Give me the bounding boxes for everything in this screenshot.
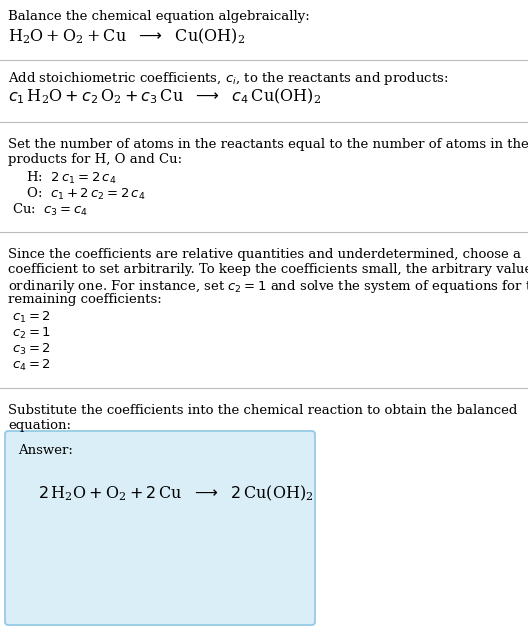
Text: Answer:: Answer: — [18, 444, 73, 457]
Text: $c_3 = 2$: $c_3 = 2$ — [12, 342, 51, 357]
Text: remaining coefficients:: remaining coefficients: — [8, 293, 162, 306]
Text: Substitute the coefficients into the chemical reaction to obtain the balanced: Substitute the coefficients into the che… — [8, 404, 517, 417]
Text: $c_4 = 2$: $c_4 = 2$ — [12, 358, 51, 373]
Text: $c_2 = 1$: $c_2 = 1$ — [12, 326, 51, 341]
Text: Set the number of atoms in the reactants equal to the number of atoms in the: Set the number of atoms in the reactants… — [8, 138, 528, 151]
Text: coefficient to set arbitrarily. To keep the coefficients small, the arbitrary va: coefficient to set arbitrarily. To keep … — [8, 263, 528, 276]
Text: $c_1\,\mathdefault{H_2O} + c_2\,\mathdefault{O_2} + c_3\,\mathdefault{Cu}$  $\lo: $c_1\,\mathdefault{H_2O} + c_2\,\mathdef… — [8, 87, 321, 106]
FancyBboxPatch shape — [5, 431, 315, 625]
Text: $c_1 = 2$: $c_1 = 2$ — [12, 310, 51, 325]
Text: H:  $2\,c_1 = 2\,c_4$: H: $2\,c_1 = 2\,c_4$ — [18, 170, 117, 186]
Text: ordinarily one. For instance, set $c_2 = 1$ and solve the system of equations fo: ordinarily one. For instance, set $c_2 =… — [8, 278, 528, 295]
Text: Balance the chemical equation algebraically:: Balance the chemical equation algebraica… — [8, 10, 310, 23]
Text: Cu:  $c_3 = c_4$: Cu: $c_3 = c_4$ — [12, 202, 88, 218]
Text: equation:: equation: — [8, 419, 71, 432]
Text: Add stoichiometric coefficients, $c_i$, to the reactants and products:: Add stoichiometric coefficients, $c_i$, … — [8, 70, 448, 87]
Text: products for H, O and Cu:: products for H, O and Cu: — [8, 153, 182, 166]
Text: Since the coefficients are relative quantities and underdetermined, choose a: Since the coefficients are relative quan… — [8, 248, 521, 261]
Text: $\mathdefault{H_2O + O_2 + Cu}$  $\longrightarrow$  $\mathdefault{Cu(OH)_2}$: $\mathdefault{H_2O + O_2 + Cu}$ $\longri… — [8, 27, 246, 46]
Text: $2\,\mathdefault{H_2O} + \mathdefault{O_2} + 2\,\mathdefault{Cu}$  $\longrightar: $2\,\mathdefault{H_2O} + \mathdefault{O_… — [38, 484, 314, 504]
Text: O:  $c_1 + 2\,c_2 = 2\,c_4$: O: $c_1 + 2\,c_2 = 2\,c_4$ — [18, 186, 146, 202]
